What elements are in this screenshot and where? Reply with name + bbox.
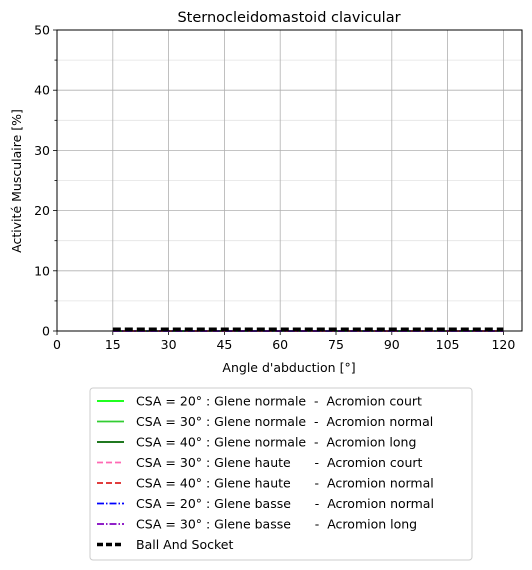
- legend-label-7: CSA = 30° : Glene basse - Acromion long: [136, 517, 417, 532]
- legend: CSA = 20° : Glene normale - Acromion cou…: [89, 387, 473, 561]
- y-tick-label: 10: [34, 263, 50, 278]
- y-tick-label: 30: [34, 143, 50, 158]
- legend-label-6: CSA = 20° : Glene basse - Acromion norma…: [136, 496, 434, 511]
- x-tick-label: 120: [491, 337, 515, 352]
- legend-label-3: CSA = 40° : Glene normale - Acromion lon…: [136, 435, 416, 450]
- x-axis-label: Angle d'abduction [°]: [222, 360, 355, 375]
- x-tick-label: 90: [384, 337, 400, 352]
- x-tick-label: 15: [105, 337, 121, 352]
- y-tick-label: 40: [34, 83, 50, 98]
- axes-frame: [56, 29, 523, 332]
- x-tick-label: 60: [272, 337, 288, 352]
- plot-area: 0 10 20 30 40 50 0 15 30 45 60 75 90 105 120: [34, 23, 523, 352]
- x-tick-label: 105: [436, 337, 460, 352]
- x-tick-label: 30: [161, 337, 177, 352]
- legend-label-5: CSA = 40° : Glene haute - Acromion norma…: [136, 476, 434, 491]
- legend-box: [89, 387, 473, 561]
- legend-label-4: CSA = 30° : Glene haute - Acromion court: [136, 455, 423, 470]
- legend-label-8: Ball And Socket: [136, 537, 233, 552]
- y-tick-label: 0: [42, 324, 50, 339]
- x-tick-label: 45: [216, 337, 232, 352]
- y-tick-label: 50: [34, 23, 50, 38]
- x-tick-label: 0: [53, 337, 61, 352]
- x-tick-label: 75: [328, 337, 344, 352]
- y-tick-label: 20: [34, 203, 50, 218]
- legend-label-2: CSA = 30° : Glene normale - Acromion nor…: [136, 414, 433, 429]
- legend-label-1: CSA = 20° : Glene normale - Acromion cou…: [136, 394, 422, 409]
- y-axis-label: Activité Musculaire [%]: [9, 109, 24, 253]
- chart-title: Sternocleidomastoid clavicular: [177, 10, 400, 26]
